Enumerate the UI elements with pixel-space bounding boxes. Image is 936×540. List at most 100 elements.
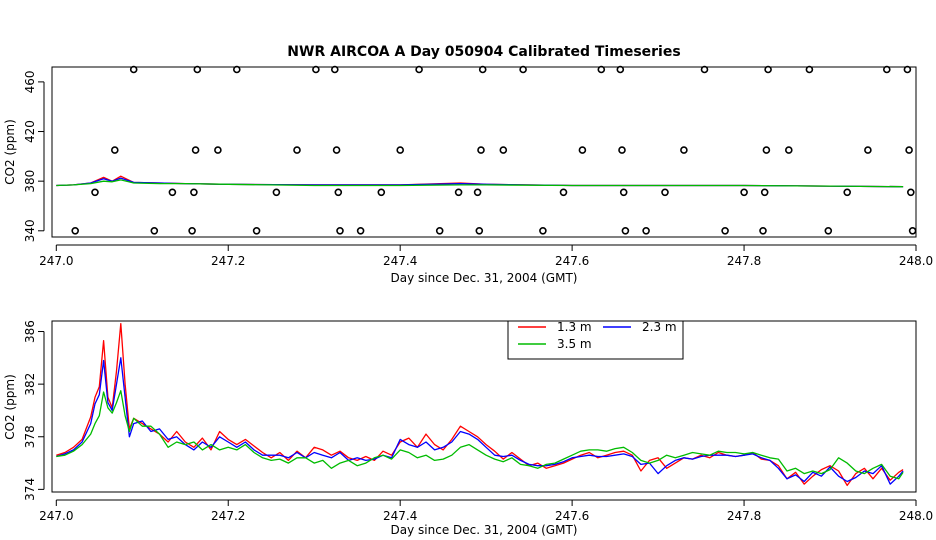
calibration-point [759, 227, 767, 235]
calibration-point [618, 146, 626, 154]
top-y-tick-label: 380 [23, 170, 37, 193]
figure-title: NWR AIRCOA A Day 050904 Calibrated Times… [287, 44, 680, 60]
calibration-point [642, 227, 650, 235]
calibration-point [519, 65, 527, 74]
calibration-point [616, 65, 625, 74]
calibration-point [111, 146, 119, 154]
bottom-series-line-2 [56, 357, 904, 485]
bottom-y-tick-label: 386 [23, 320, 37, 343]
calibration-point [477, 146, 485, 154]
calibration-point [882, 65, 891, 74]
calibration-point [330, 65, 339, 74]
bottom-x-axis: 247.0 247.2 247.4 247.6 247.8 248.0 [39, 499, 933, 523]
legend-label-3-5m: 3.5 m [557, 337, 592, 351]
top-y-tick-label: 460 [23, 70, 37, 93]
calibration-point [435, 227, 444, 235]
top-y-tick-label: 420 [23, 120, 37, 143]
bottom-x-tick-label: 247.8 [727, 509, 761, 523]
calibration-point [473, 188, 482, 197]
calibration-point [784, 146, 793, 154]
calibration-point [903, 65, 912, 74]
calibration-point [478, 65, 487, 74]
legend-label-2-3m: 2.3 m [642, 320, 677, 334]
top-series-lines [56, 175, 904, 188]
calibration-point [91, 188, 99, 197]
calibration-point [539, 227, 547, 235]
calibration-point [475, 227, 484, 235]
top-panel: 247.0 247.2 247.4 247.6 247.8 248.0 340 380 420… [3, 65, 933, 285]
calibration-point [336, 227, 344, 235]
calibration-point [214, 146, 222, 154]
calibration-point [499, 146, 508, 154]
calibration-point [762, 146, 771, 154]
calibration-point [621, 227, 630, 235]
legend-box [507, 320, 684, 360]
calibration-point [864, 146, 872, 154]
bottom-panel: 247.0 247.2 247.4 247.6 247.8 248.0 374 378 382… [3, 320, 933, 537]
calibration-point [129, 65, 138, 74]
calibration-point [252, 227, 261, 235]
calibration-point [312, 65, 320, 74]
calibration-point [764, 65, 772, 74]
bottom-series-lines [56, 322, 904, 487]
top-x-tick-label: 247.4 [383, 254, 417, 268]
bottom-plot-frame [51, 320, 917, 493]
top-x-tick-label: 247.2 [211, 254, 245, 268]
top-calibration-points [71, 65, 917, 235]
calibration-point [233, 65, 241, 74]
legend: 1.3 m 2.3 m 3.5 m [507, 320, 684, 360]
calibration-point [415, 65, 423, 74]
calibration-point [377, 188, 386, 197]
calibration-point [332, 146, 341, 154]
calibration-point [71, 227, 79, 235]
bottom-series-line-3 [56, 390, 904, 480]
bottom-x-axis-label: Day since Dec. 31, 2004 (GMT) [391, 523, 578, 537]
calibration-point [396, 146, 405, 154]
calibration-point [190, 188, 198, 197]
top-x-axis: 247.0 247.2 247.4 247.6 247.8 248.0 [39, 244, 933, 268]
bottom-series-line-1 [56, 322, 904, 487]
calibration-point [293, 146, 301, 154]
calibration-point [760, 188, 769, 197]
calibration-point [619, 188, 628, 197]
calibration-point [454, 188, 463, 197]
bottom-y-tick-label: 374 [23, 478, 37, 501]
bottom-y-axis-label: CO2 (ppm) [3, 374, 17, 440]
bottom-y-axis: 374 378 382 386 [23, 320, 45, 501]
bottom-x-tick-label: 248.0 [899, 509, 933, 523]
calibration-point [905, 146, 913, 154]
calibration-point [661, 188, 669, 197]
calibration-point [191, 146, 200, 154]
top-x-axis-label: Day since Dec. 31, 2004 (GMT) [391, 271, 578, 285]
calibration-point [356, 227, 365, 235]
bottom-y-tick-label: 382 [23, 373, 37, 396]
legend-label-1-3m: 1.3 m [557, 320, 592, 334]
calibration-point [188, 227, 196, 235]
calibration-point [843, 188, 852, 197]
top-x-tick-label: 247.0 [39, 254, 73, 268]
calibration-point [334, 188, 343, 197]
calibration-point [740, 188, 748, 197]
top-y-axis: 340 380 420 460 [23, 70, 45, 242]
calibration-point [805, 65, 814, 74]
bottom-x-tick-label: 247.2 [211, 509, 245, 523]
bottom-x-tick-label: 247.0 [39, 509, 73, 523]
calibration-point [824, 227, 833, 235]
calibration-point [193, 65, 202, 74]
top-y-axis-label: CO2 (ppm) [3, 119, 17, 185]
calibration-point [700, 65, 709, 74]
top-x-tick-label: 247.6 [555, 254, 589, 268]
calibration-point [168, 188, 177, 197]
calibration-point [559, 188, 568, 197]
calibration-point [721, 227, 729, 235]
top-series-line-3 [56, 179, 904, 188]
top-y-tick-label: 340 [23, 219, 37, 242]
calibration-point [680, 146, 688, 154]
bottom-x-tick-label: 247.6 [555, 509, 589, 523]
bottom-x-tick-label: 247.4 [383, 509, 417, 523]
calibration-point [150, 227, 159, 235]
calibration-point [906, 188, 915, 197]
bottom-y-tick-label: 378 [23, 425, 37, 448]
top-x-tick-label: 248.0 [899, 254, 933, 268]
